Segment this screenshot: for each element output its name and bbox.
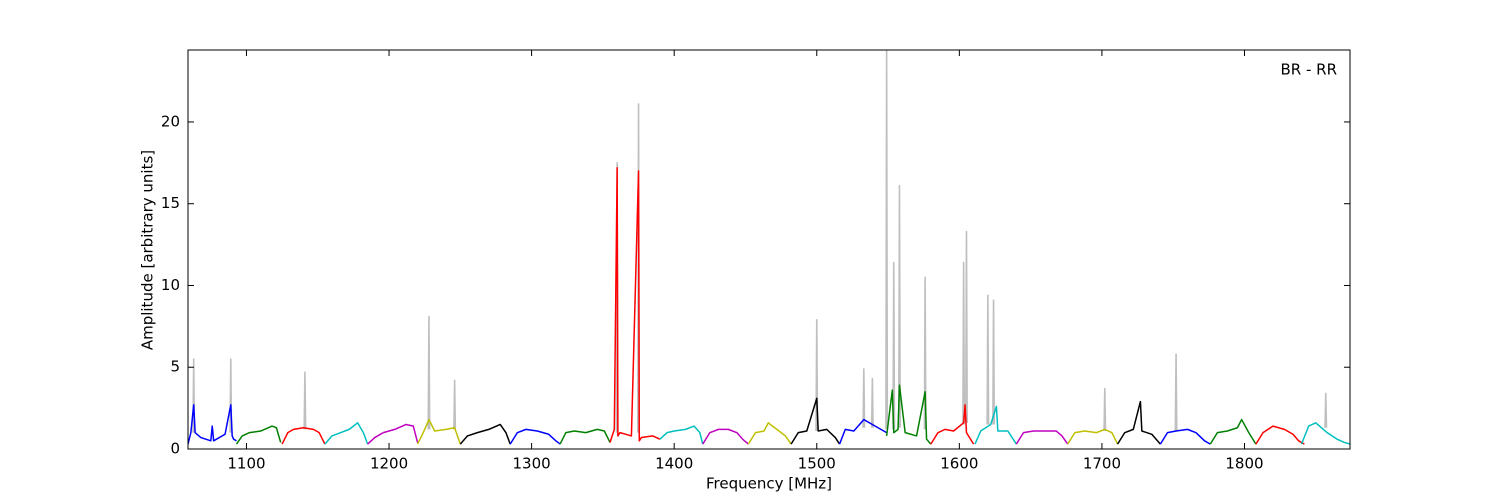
annotation: BR - RR	[1280, 61, 1337, 79]
spectrum-line	[367, 423, 419, 445]
spectrum-line	[459, 423, 511, 445]
x-tick-label: 1800	[1225, 455, 1263, 473]
y-tick-label: 20	[161, 112, 180, 130]
spectrum-line	[974, 405, 1017, 445]
spectrum-line	[559, 428, 611, 445]
spectrum-line	[1300, 422, 1350, 445]
x-tick-label: 1400	[655, 455, 693, 473]
spectrum-line	[324, 422, 369, 445]
spectrum-line	[609, 166, 661, 443]
y-axis-label: Amplitude [arbitrary units]	[139, 150, 157, 350]
x-tick-label: 1500	[798, 455, 836, 473]
axes-frame	[187, 49, 1351, 450]
spectrum-line	[702, 428, 749, 445]
spectrum-line	[1209, 418, 1257, 445]
y-tick-label: 5	[170, 358, 180, 376]
y-tick-label: 15	[161, 194, 180, 212]
x-tick-label: 1600	[940, 455, 978, 473]
x-tick-label: 1700	[1083, 455, 1121, 473]
spectrum-line	[790, 397, 841, 445]
plot-area	[188, 50, 1350, 445]
spectrum-line	[1116, 400, 1161, 445]
spectrum-line	[885, 384, 932, 445]
spectrum-line	[235, 425, 282, 445]
spectrum-line	[1067, 428, 1119, 445]
spectrum-line	[192, 50, 1328, 433]
spectrum-line	[281, 426, 326, 445]
spectrum-line	[838, 418, 888, 445]
y-tick-label: 10	[161, 276, 180, 294]
spectrum-line	[747, 422, 792, 445]
spectrum-line	[1015, 430, 1069, 445]
spectrum-line	[1255, 425, 1305, 445]
x-tick-label: 1100	[227, 455, 265, 473]
spectrum-line	[188, 404, 237, 445]
x-axis-label: Frequency [MHz]	[706, 475, 832, 493]
y-tick-label: 0	[170, 440, 180, 458]
spectrum-line	[659, 425, 704, 445]
x-tick-label: 1200	[370, 455, 408, 473]
x-tick-label: 1300	[513, 455, 551, 473]
spectrum-line	[930, 404, 975, 445]
spectrum-line	[416, 418, 462, 445]
spectrum-line	[1159, 428, 1211, 445]
spectrum-line	[509, 428, 561, 445]
